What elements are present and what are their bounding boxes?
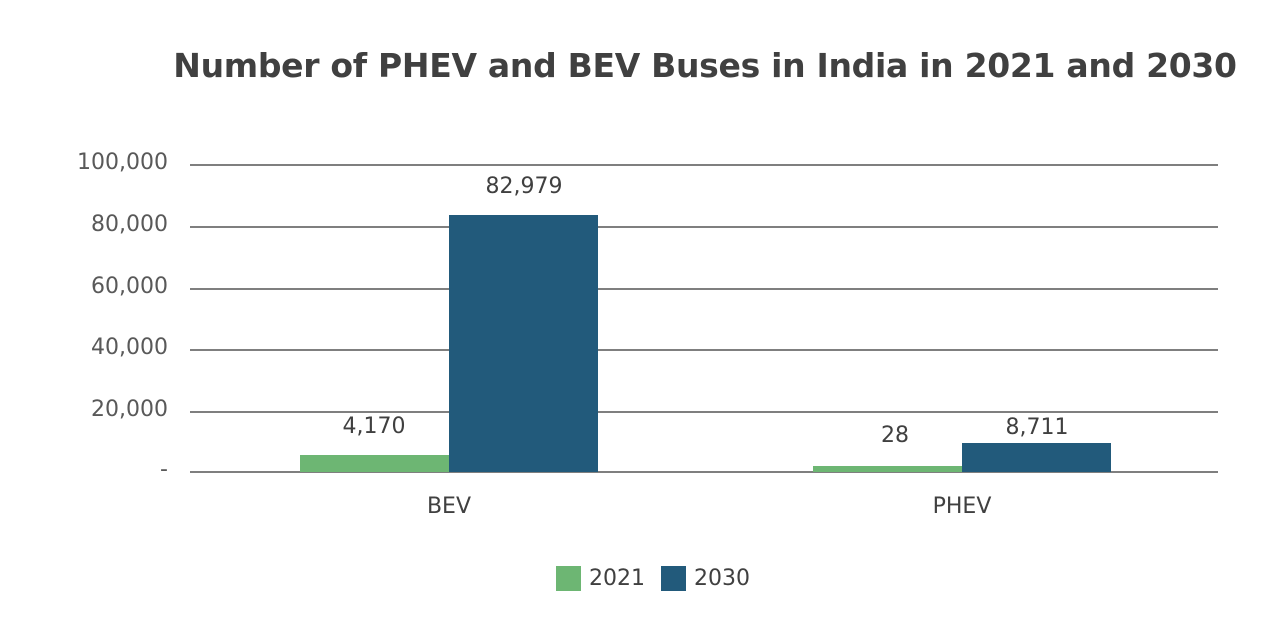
gridline-40000 (190, 349, 1218, 351)
gridline-20000 (190, 411, 1218, 413)
y-tick-label: 100,000 (77, 150, 168, 175)
legend-label-2021: 2021 (589, 566, 645, 591)
x-category-label-phev: PHEV (932, 494, 992, 519)
y-tick-label: 40,000 (91, 335, 168, 360)
data-label-bev-2021: 4,170 (342, 414, 406, 439)
data-label-phev-2021: 28 (881, 423, 909, 448)
bar-phev-2030 (962, 443, 1111, 472)
legend-item-2030: 2030 (661, 566, 750, 591)
data-label-bev-2030: 82,979 (485, 174, 563, 199)
bar-bev-2030 (449, 215, 598, 472)
gridline-80000 (190, 226, 1218, 228)
legend: 2021 2030 (556, 566, 766, 591)
legend-swatch-2030 (661, 566, 686, 591)
legend-item-2021: 2021 (556, 566, 645, 591)
data-label-phev-2030: 8,711 (1005, 415, 1069, 440)
legend-label-2030: 2030 (694, 566, 750, 591)
legend-swatch-2021 (556, 566, 581, 591)
x-axis-line (190, 471, 1218, 473)
gridline-60000 (190, 288, 1218, 290)
y-tick-label: 80,000 (91, 212, 168, 237)
y-tick-label: - (160, 457, 168, 482)
gridline-100000 (190, 164, 1218, 166)
bar-bev-2021 (300, 455, 449, 472)
x-category-label-bev: BEV (426, 494, 472, 519)
chart-title: Number of PHEV and BEV Buses in India in… (173, 46, 1237, 85)
y-tick-label: 60,000 (91, 274, 168, 299)
bar-phev-2021 (813, 466, 962, 472)
y-tick-label: 20,000 (91, 397, 168, 422)
